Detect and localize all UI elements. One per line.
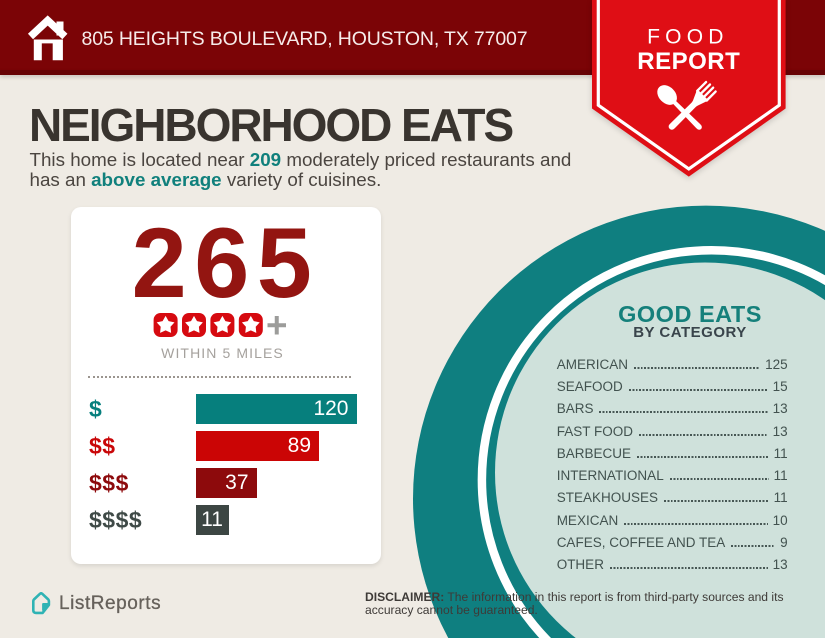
svg-text:REPORT: REPORT	[637, 48, 740, 75]
svg-text:FOOD: FOOD	[647, 25, 728, 48]
